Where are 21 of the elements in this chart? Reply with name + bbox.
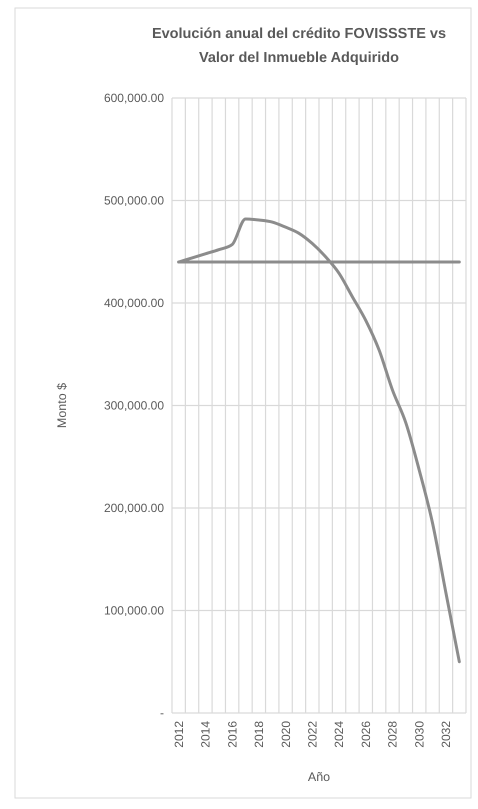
x-tick-label: 2026 — [358, 720, 373, 748]
x-tick-label: 2032 — [439, 720, 454, 748]
y-tick-label: 500,000.00 — [104, 194, 164, 208]
y-tick-label: 300,000.00 — [104, 398, 164, 413]
x-axis-title: Año — [308, 770, 330, 784]
y-axis-title: Monto $ — [55, 382, 69, 428]
x-tick-label: 2018 — [252, 720, 266, 748]
x-tick-label: 2016 — [225, 720, 240, 748]
x-tick-label: 2020 — [278, 720, 293, 748]
x-tick-label: 2022 — [306, 720, 320, 748]
x-tick-label: 2024 — [332, 720, 346, 748]
x-tick-label: 2012 — [172, 720, 186, 748]
x-tick-label: 2030 — [412, 720, 426, 748]
y-tick-label: 100,000.00 — [104, 604, 164, 618]
y-tick-label: 400,000.00 — [104, 296, 164, 310]
x-tick-label: 2014 — [198, 720, 213, 748]
chart-title: Evolución anual del crédito FOVISSSTE vs Valor del Inmueble Adquirido — [152, 26, 446, 66]
x-tick-label: 2028 — [386, 720, 400, 748]
y-tick-label: - — [160, 706, 164, 720]
y-tick-label: 200,000.00 — [104, 501, 164, 516]
y-tick-label: 600,000.00 — [104, 91, 164, 106]
